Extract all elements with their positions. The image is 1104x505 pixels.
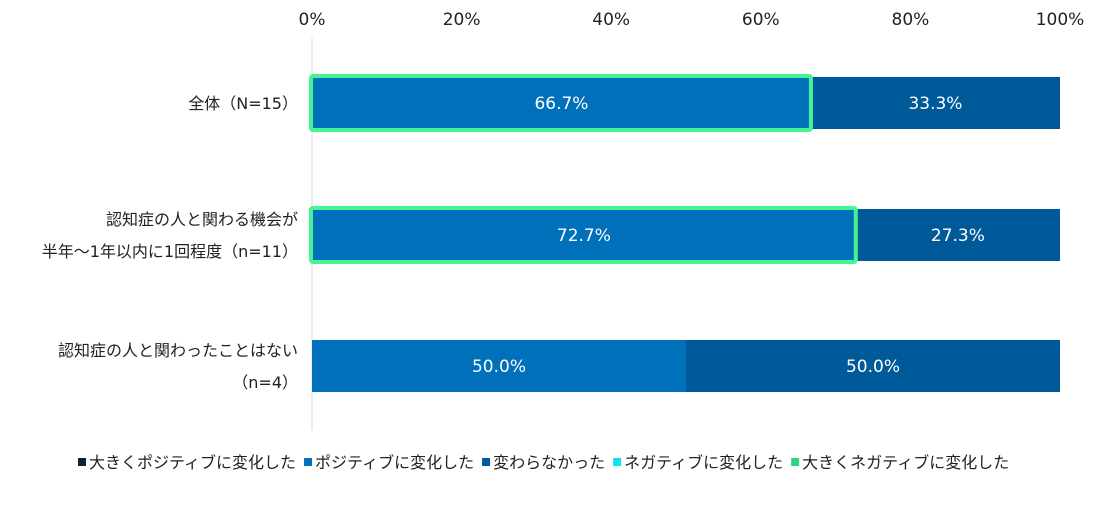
bar-segment: [810, 77, 1060, 129]
x-tick-label: 60%: [742, 10, 780, 30]
legend-label: 大きくネガティブに変化した: [802, 453, 1009, 472]
legend-swatch: [482, 458, 491, 466]
legend-swatch: [613, 458, 622, 466]
legend-label: ネガティブに変化した: [624, 453, 783, 472]
x-tick-label: 20%: [443, 10, 481, 30]
data-label: 66.7%: [534, 94, 588, 114]
legend-label: ポジティブに変化した: [315, 453, 474, 472]
bar-segment: [312, 77, 811, 129]
legend-label: 大きくポジティブに変化した: [89, 453, 296, 472]
data-label: 50.0%: [846, 357, 900, 377]
x-tick-label: 40%: [592, 10, 630, 30]
category-label: 認知症の人と関わる機会が: [106, 210, 298, 229]
category-label: 全体（N=15）: [188, 94, 298, 113]
x-tick-label: 80%: [892, 10, 930, 30]
x-tick-label: 0%: [299, 10, 326, 30]
legend-swatch: [78, 458, 86, 466]
x-tick-label: 100%: [1036, 10, 1085, 30]
bar-segment: [312, 340, 686, 392]
category-label: 半年〜1年以内に1回程度（n=11）: [42, 242, 298, 261]
data-label: 33.3%: [908, 94, 962, 114]
highlight-box: [309, 206, 858, 264]
data-label: 27.3%: [931, 226, 985, 246]
data-label: 72.7%: [557, 226, 611, 246]
category-label: （n=4）: [232, 373, 298, 392]
category-label: 認知症の人と関わったことはない: [58, 341, 298, 360]
data-label: 50.0%: [472, 357, 526, 377]
bar-segment: [312, 209, 856, 261]
highlight-box: [309, 74, 813, 132]
bar-segment: [686, 340, 1060, 392]
legend-swatch: [304, 458, 313, 466]
bar-segment: [855, 209, 1060, 261]
legend-label: 変わらなかった: [493, 453, 605, 472]
legend-swatch: [791, 458, 800, 466]
